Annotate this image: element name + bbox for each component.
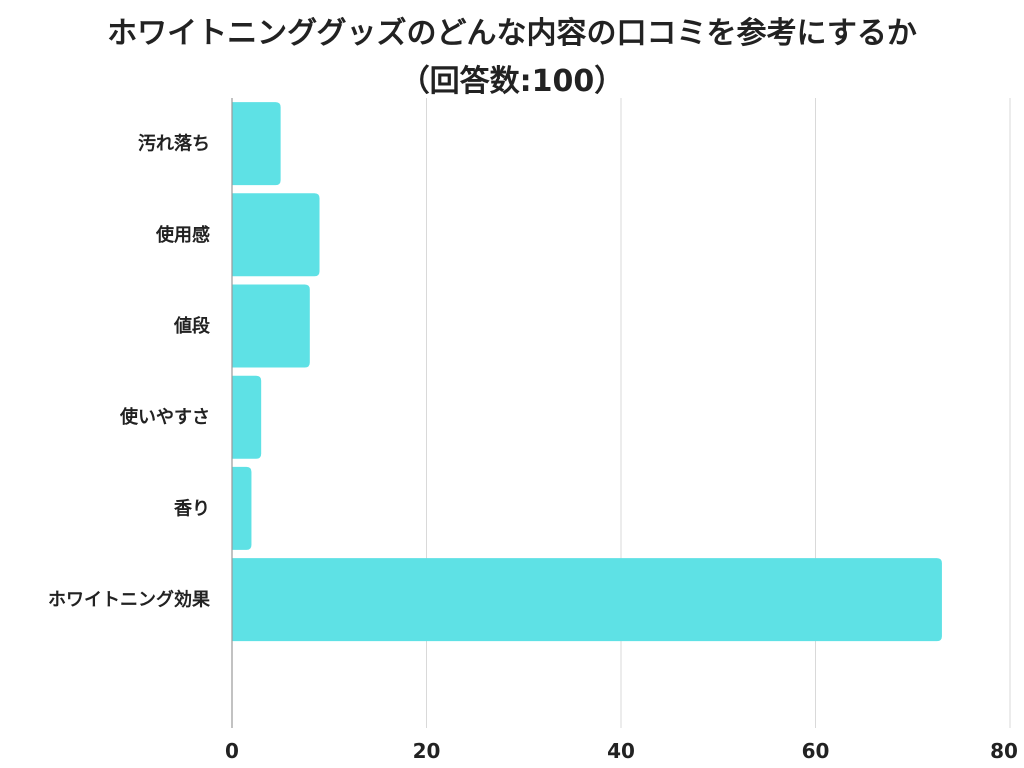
bar [232,284,310,368]
chart-title: ホワイトニンググッズのどんな内容の口コミを参考にするか [107,16,917,51]
category-label: ホワイトニング効果 [48,589,211,611]
category-label: 使用感 [155,224,210,246]
bar [232,466,252,550]
x-tick-label: 20 [413,739,441,763]
x-tick-label: 60 [802,739,830,763]
x-tick-label: 0 [225,739,239,763]
category-label: 香り [173,498,210,519]
category-label: 使いやすさ [119,407,210,428]
x-tick-label: 80 [990,739,1018,763]
x-tick-labels: 0 20 40 60 80 [225,739,1018,763]
bar [232,193,320,277]
bar [232,375,262,459]
bars [232,102,942,642]
bar [232,102,281,186]
chart-subtitle: （回答数:100） [399,64,625,99]
category-label: 値段 [173,315,211,337]
category-label: 汚れ落ち [138,134,210,155]
bar [232,558,942,642]
x-tick-label: 40 [607,739,635,763]
